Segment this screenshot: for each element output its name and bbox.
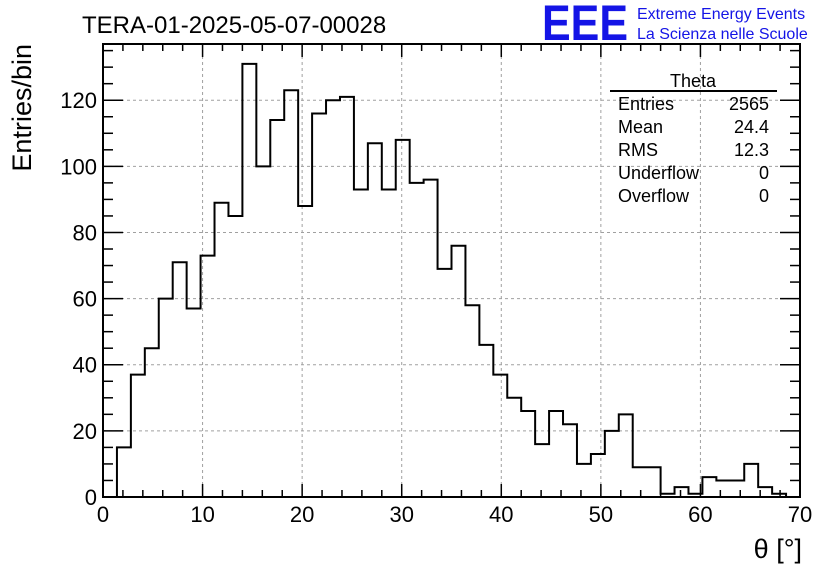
y-tick-label: 120 (60, 88, 97, 113)
y-tick-label: 100 (60, 154, 97, 179)
x-tick-label: 10 (190, 502, 214, 527)
stats-row-value: 0 (759, 186, 769, 206)
logo-line1: Extreme Energy Events (637, 6, 805, 23)
stats-row-value: 12.3 (734, 140, 769, 160)
y-tick-label: 80 (73, 220, 97, 245)
x-axis-title: θ [°] (754, 534, 802, 564)
stats-row-value: 0 (759, 163, 769, 183)
axis-ticks (102, 44, 801, 498)
stats-row-label: Underflow (618, 163, 700, 183)
stats-row-label: Overflow (618, 186, 690, 206)
stats-row-label: Entries (618, 94, 674, 114)
x-tick-labels: 0 10 20 30 40 50 60 70 (97, 502, 812, 527)
stats-row-value: 24.4 (734, 117, 769, 137)
stats-rows: Entries 2565 Mean 24.4 RMS 12.3 Underflow 0 Over… (618, 94, 769, 206)
y-tick-label: 60 (73, 287, 97, 312)
x-tick-label: 50 (589, 502, 613, 527)
stats-box-name: Theta (670, 71, 717, 91)
x-tick-label: 40 (489, 502, 513, 527)
y-tick-label: 20 (73, 419, 97, 444)
eee-logo: EEE Extreme Energy Events La Scienza nel… (542, 0, 808, 51)
y-tick-label: 40 (73, 353, 97, 378)
x-tick-label: 20 (290, 502, 314, 527)
plot-frame (102, 43, 801, 498)
x-tick-label: 0 (97, 502, 109, 527)
grid-lines (103, 44, 800, 497)
stats-row-value: 2565 (729, 94, 769, 114)
x-tick-label: 60 (688, 502, 712, 527)
x-tick-label: 70 (788, 502, 812, 527)
logo-line2: La Scienza nelle Scuole (637, 26, 808, 43)
histogram-outline (115, 62, 788, 497)
y-tick-label: 0 (85, 485, 97, 510)
stats-box: Theta Entries 2565 Mean 24.4 RMS 12.3 Underflo… (610, 71, 777, 206)
y-tick-labels: 0 20 40 60 80 100 120 (60, 88, 97, 510)
stats-row-label: Mean (618, 117, 663, 137)
chart-title: TERA-01-2025-05-07-00028 (82, 12, 386, 39)
stats-row-label: RMS (618, 140, 658, 160)
logo-mark: EEE (542, 0, 628, 51)
y-axis-title: Entries/bin (7, 44, 37, 172)
x-tick-label: 30 (389, 502, 413, 527)
